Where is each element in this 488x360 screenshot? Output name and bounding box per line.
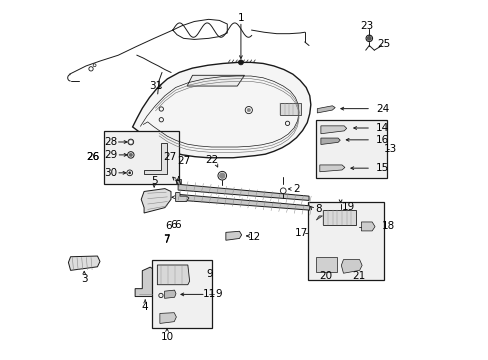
- Text: 6: 6: [165, 221, 171, 231]
- Text: 29: 29: [104, 150, 118, 160]
- Bar: [152, 260, 212, 328]
- Circle shape: [246, 108, 250, 112]
- Text: 25: 25: [376, 40, 389, 49]
- Text: 28: 28: [104, 137, 118, 147]
- Text: 6: 6: [170, 220, 177, 230]
- Bar: [104, 131, 179, 184]
- Polygon shape: [317, 106, 335, 113]
- Text: 26: 26: [86, 152, 100, 162]
- Text: 4: 4: [142, 302, 148, 312]
- Text: 16: 16: [375, 135, 388, 145]
- Circle shape: [128, 172, 131, 174]
- Polygon shape: [320, 138, 340, 144]
- Text: 12: 12: [247, 232, 261, 242]
- Text: 3: 3: [81, 274, 87, 284]
- Text: 11: 11: [203, 289, 216, 300]
- Text: 21: 21: [351, 271, 365, 281]
- Polygon shape: [280, 103, 301, 116]
- Polygon shape: [164, 290, 176, 298]
- Text: 1: 1: [237, 13, 244, 23]
- Polygon shape: [176, 179, 180, 184]
- Polygon shape: [341, 260, 362, 273]
- Polygon shape: [132, 62, 310, 158]
- Text: 22: 22: [205, 154, 219, 165]
- Text: 14: 14: [375, 123, 388, 133]
- Polygon shape: [320, 126, 346, 134]
- Polygon shape: [316, 257, 336, 272]
- Text: 27: 27: [163, 152, 177, 162]
- Text: 6: 6: [173, 220, 180, 230]
- Polygon shape: [316, 216, 322, 220]
- Polygon shape: [141, 189, 171, 213]
- Text: 10: 10: [160, 332, 173, 342]
- Polygon shape: [178, 184, 308, 201]
- Text: 2: 2: [293, 184, 300, 194]
- Polygon shape: [361, 222, 374, 231]
- Circle shape: [129, 153, 132, 157]
- Polygon shape: [135, 267, 156, 297]
- Polygon shape: [160, 313, 176, 323]
- Text: 20: 20: [319, 271, 332, 281]
- Circle shape: [129, 140, 132, 143]
- Circle shape: [219, 173, 224, 178]
- Text: 17: 17: [295, 228, 308, 238]
- Polygon shape: [319, 165, 344, 172]
- Polygon shape: [144, 143, 167, 174]
- Text: 13: 13: [384, 144, 397, 154]
- Circle shape: [238, 60, 243, 65]
- Polygon shape: [225, 231, 241, 240]
- Polygon shape: [323, 210, 355, 225]
- Polygon shape: [68, 256, 100, 270]
- Polygon shape: [175, 193, 188, 202]
- Text: 15: 15: [375, 163, 388, 173]
- Text: 26: 26: [86, 152, 100, 162]
- Text: 30: 30: [104, 168, 118, 178]
- Text: 5: 5: [150, 176, 157, 186]
- Circle shape: [367, 37, 370, 40]
- Text: 19: 19: [341, 202, 354, 212]
- Text: 23: 23: [359, 21, 372, 31]
- Text: 18: 18: [381, 221, 394, 231]
- Bar: [308, 202, 384, 280]
- Text: 8: 8: [315, 204, 322, 215]
- Polygon shape: [187, 75, 244, 86]
- Text: 31: 31: [149, 81, 162, 91]
- Text: 7: 7: [163, 235, 169, 245]
- Circle shape: [128, 139, 133, 145]
- Polygon shape: [178, 194, 309, 210]
- Text: 7: 7: [163, 234, 169, 244]
- Text: 9: 9: [215, 289, 222, 300]
- Bar: [315, 120, 386, 178]
- Polygon shape: [157, 265, 189, 285]
- Text: 24: 24: [375, 104, 388, 114]
- Text: 9: 9: [205, 269, 212, 279]
- Text: 27: 27: [177, 156, 190, 166]
